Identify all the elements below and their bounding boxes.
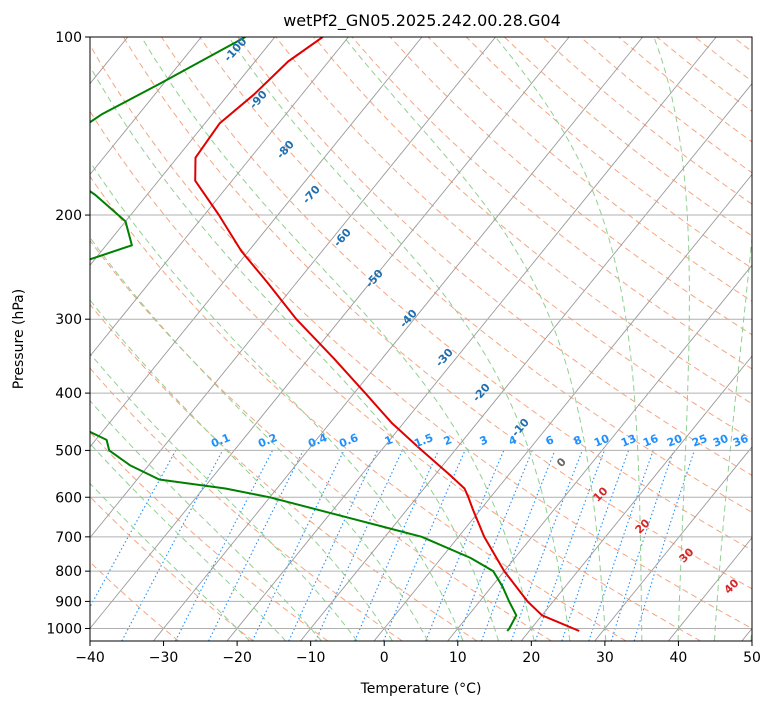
isotherm-0 bbox=[373, 173, 752, 641]
x-axis: −40 −30 −20 −10 0 10 20 30 40 50 bbox=[75, 641, 761, 666]
y-tick-label-7: 800 bbox=[55, 564, 82, 580]
y-tick-label-5: 600 bbox=[55, 490, 82, 506]
mixing-ratio-label-12: 13 bbox=[619, 432, 638, 450]
isotherm--70 bbox=[90, 37, 349, 357]
moist-adiabat-10 bbox=[90, 161, 464, 641]
isotherm-10 bbox=[447, 264, 752, 641]
temperature-line bbox=[194, 37, 580, 632]
mixing-ratio-label-11: 10 bbox=[592, 432, 611, 450]
moist-adiabat-40 bbox=[653, 37, 690, 641]
y-tick-label-2: 300 bbox=[55, 312, 82, 328]
isotherm--30 bbox=[153, 37, 643, 641]
mixing-ratio-line-13 bbox=[510, 450, 583, 641]
moist-adiabat-5 bbox=[90, 236, 429, 641]
moist-adiabat-35 bbox=[495, 37, 643, 641]
mixing-ratio-label-17: 36 bbox=[731, 432, 750, 450]
x-tick-label-4: 0 bbox=[380, 650, 389, 666]
x-tick-label-9: 50 bbox=[743, 650, 761, 666]
mixing-ratio-line-0.1 bbox=[90, 450, 177, 609]
mixing-ratio-label-7: 3 bbox=[478, 433, 490, 448]
moist-adiabat-45 bbox=[713, 232, 752, 641]
dry-adiabat--30 bbox=[90, 561, 179, 641]
dry-adiabat-100 bbox=[275, 37, 752, 440]
isotherm--50 bbox=[90, 37, 496, 539]
isotherm--90 bbox=[90, 37, 202, 176]
x-tick-label-0: −40 bbox=[75, 650, 105, 666]
isotherm--20 bbox=[226, 37, 717, 641]
x-tick-label-2: −20 bbox=[222, 650, 252, 666]
x-tick-label-5: 10 bbox=[449, 650, 467, 666]
isobar-gridlines bbox=[90, 37, 752, 629]
dry-adiabat-20 bbox=[90, 239, 552, 641]
y-tick-label-3: 400 bbox=[55, 386, 82, 402]
dry-adiabat-230 bbox=[771, 37, 775, 641]
plot-frame bbox=[89, 36, 753, 642]
mixing-ratio-line-20 bbox=[561, 450, 630, 641]
isotherm-40 bbox=[667, 536, 752, 641]
moist-adiabat-25 bbox=[228, 37, 571, 641]
moist-adiabat-50 bbox=[750, 623, 752, 641]
dewpoint-line bbox=[90, 37, 518, 632]
isotherm--10 bbox=[300, 82, 752, 641]
y-axis: 100 200 300 400 500 600 700 800 900 1000 bbox=[46, 30, 90, 637]
dry-adiabat-90 bbox=[237, 37, 752, 476]
dry-adiabat-30 bbox=[90, 175, 627, 641]
mixing-ratio-label-6: 2 bbox=[442, 433, 454, 448]
isotherm--40 bbox=[90, 37, 570, 630]
moist-adiabat-15 bbox=[90, 65, 500, 641]
mixing-ratio-label-16: 30 bbox=[711, 432, 730, 450]
y-tick-label-9: 1000 bbox=[46, 621, 82, 637]
mixing-ratio-line-25 bbox=[588, 450, 654, 641]
x-tick-label-3: −10 bbox=[296, 650, 326, 666]
dry-adiabat-50 bbox=[90, 44, 752, 630]
mixing-ratio-label-15: 25 bbox=[690, 432, 709, 450]
mixing-ratio-line-0.6 bbox=[208, 450, 304, 641]
mixing-ratio-label-14: 20 bbox=[665, 432, 684, 450]
dry-adiabat-40 bbox=[90, 110, 701, 641]
dry-adiabat-60 bbox=[122, 37, 752, 590]
dry-adiabat-140 bbox=[427, 37, 752, 302]
moist-adiabat-20 bbox=[141, 37, 535, 641]
x-tick-label-7: 30 bbox=[596, 650, 614, 666]
isotherm--80 bbox=[90, 37, 276, 266]
isotherm--110 bbox=[0, 37, 54, 641]
x-tick-label-8: 40 bbox=[670, 650, 688, 666]
chart-title: wetPf2_GN05.2025.242.00.28.G04 bbox=[283, 11, 561, 31]
mixing-ratio-label-4: 1 bbox=[383, 433, 395, 448]
mixing-ratio-line-10 bbox=[480, 450, 556, 641]
mixing-ratio-line-6 bbox=[425, 450, 505, 641]
mixing-ratio-line-8 bbox=[456, 450, 533, 641]
isotherm-lines bbox=[0, 37, 752, 641]
mixing-ratio-line-2 bbox=[315, 450, 403, 641]
x-tick-label-1: −30 bbox=[149, 650, 179, 666]
mixing-ratio-line-30 bbox=[610, 450, 675, 641]
moist-adiabat--20 bbox=[90, 482, 251, 641]
mixing-ratio-label-10: 8 bbox=[572, 433, 584, 448]
isotherm-20 bbox=[520, 355, 752, 641]
isotherm--60 bbox=[90, 37, 423, 448]
mixing-ratio-line-0.2 bbox=[121, 450, 224, 641]
moist-adiabat-0 bbox=[90, 299, 393, 641]
isotherm-30 bbox=[594, 446, 752, 641]
mixing-ratio-line-3 bbox=[354, 450, 439, 641]
x-axis-title: Temperature (°C) bbox=[360, 681, 482, 697]
dry-adiabat-10 bbox=[90, 303, 478, 641]
mixing-ratio-line-16 bbox=[534, 450, 605, 641]
x-tick-label-6: 20 bbox=[522, 650, 540, 666]
y-axis-title: Pressure (hPa) bbox=[11, 289, 27, 389]
dry-adiabat-80 bbox=[199, 37, 752, 513]
plot-area bbox=[90, 37, 752, 641]
y-tick-label-0: 100 bbox=[55, 30, 82, 46]
y-tick-label-6: 700 bbox=[55, 530, 82, 546]
mixing-ratio-label-13: 16 bbox=[641, 432, 660, 450]
y-tick-label-1: 200 bbox=[55, 208, 82, 224]
moist-adiabat-30 bbox=[343, 37, 607, 641]
y-tick-label-8: 900 bbox=[55, 594, 82, 610]
sounding-series bbox=[90, 37, 580, 632]
dry-adiabat--10 bbox=[90, 431, 328, 641]
y-tick-label-4: 500 bbox=[55, 443, 82, 459]
